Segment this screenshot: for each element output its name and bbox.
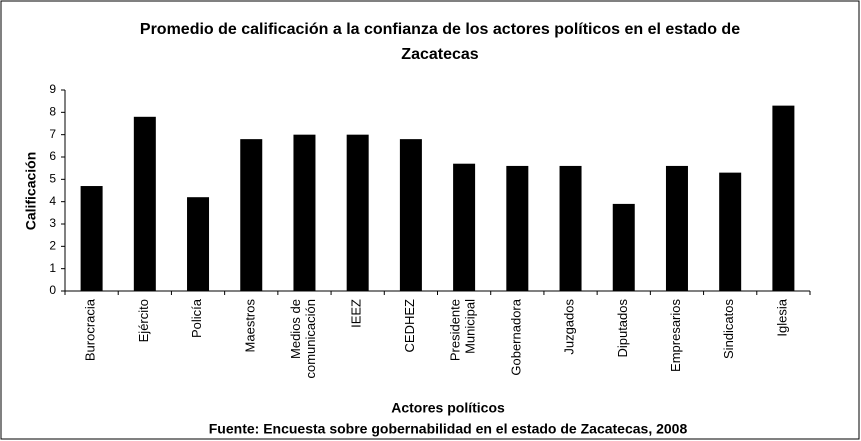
x-tick-label: Medios decomunicación	[288, 299, 318, 379]
bar	[399, 139, 422, 291]
x-axis-title: Actores políticos	[391, 400, 505, 416]
y-tick-label: 8	[49, 105, 56, 119]
bar	[240, 139, 263, 291]
bar	[559, 165, 582, 291]
source-note: Fuente: Encuesta sobre gobernabilidad en…	[209, 421, 688, 437]
x-tick-label: Ejército	[136, 299, 151, 342]
bar	[293, 134, 316, 291]
x-tick-label: Empresarios	[668, 299, 683, 372]
y-tick-label: 3	[49, 216, 56, 230]
bar	[346, 134, 369, 291]
bar	[133, 116, 156, 291]
bar	[612, 203, 635, 291]
x-tick-label: Iglesia	[775, 298, 790, 336]
y-tick-label: 4	[49, 194, 56, 208]
y-tick-label: 5	[49, 172, 56, 186]
bar	[772, 105, 795, 291]
bar	[665, 165, 688, 291]
bar	[80, 186, 103, 291]
x-tick-label: Diputados	[615, 299, 630, 358]
bar	[453, 163, 476, 291]
y-tick-label: 7	[49, 127, 56, 141]
x-tick-label: CEDHEZ	[402, 299, 417, 353]
chart-title: Promedio de calificación a la confianza …	[140, 21, 740, 38]
x-tick-label: Sindicatos	[722, 299, 737, 359]
y-axis-title: Calificación	[23, 152, 39, 231]
x-tick-label: IEEZ	[349, 299, 364, 328]
x-tick-label: Burocracia	[83, 298, 98, 361]
x-tick-label: Maestros	[243, 299, 258, 353]
y-tick-label: 2	[49, 239, 56, 253]
bar	[506, 165, 529, 291]
chart-title: Zacatecas	[401, 46, 478, 63]
bar	[719, 172, 742, 291]
x-tick-label: Gobernadora	[509, 298, 524, 375]
x-tick-label: Juzgados	[562, 299, 577, 355]
y-tick-label: 9	[49, 82, 56, 96]
x-tick-label: Policía	[189, 298, 204, 338]
y-tick-label: 0	[49, 283, 56, 297]
bar	[187, 197, 210, 291]
x-tick-label: PresidenteMunicipal	[448, 299, 478, 361]
y-tick-label: 1	[49, 261, 56, 275]
y-tick-label: 6	[49, 149, 56, 163]
